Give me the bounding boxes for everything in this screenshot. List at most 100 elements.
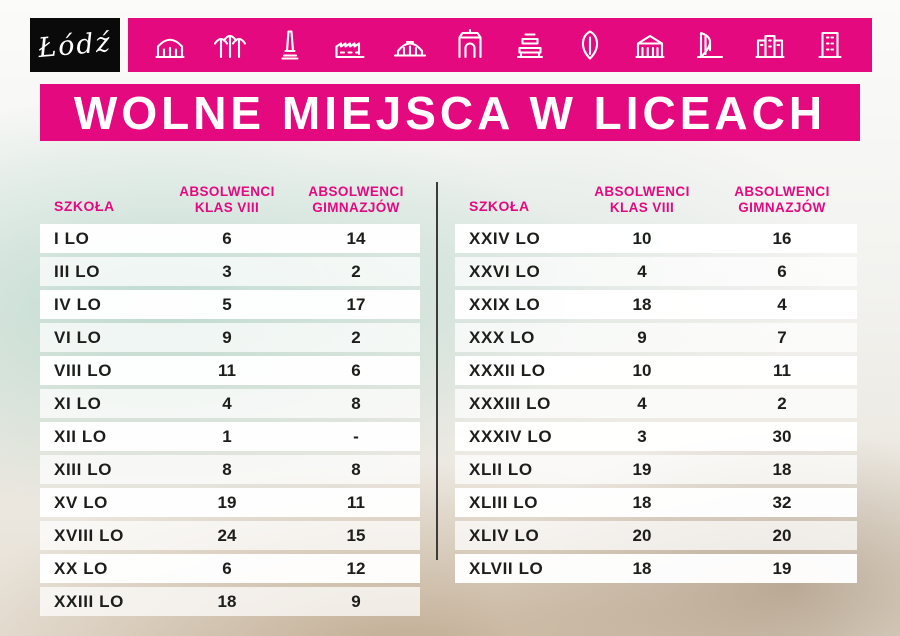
table-row: XVIII LO 24 15 bbox=[40, 521, 420, 550]
seats-value: 24 bbox=[217, 525, 237, 545]
seats-value: 15 bbox=[346, 525, 366, 545]
table-row: I LO 6 14 bbox=[40, 224, 420, 253]
table-row: XLIII LO 18 32 bbox=[455, 488, 857, 517]
seats-value: 3 bbox=[637, 426, 647, 446]
seats-value: 9 bbox=[637, 327, 647, 347]
lodz-logo: Łódź bbox=[30, 18, 120, 72]
column-header-abs-viii: ABSOLWENCI KLAS VIII bbox=[594, 184, 690, 216]
school-name: XXXII LO bbox=[469, 360, 546, 380]
palace-icon bbox=[632, 27, 668, 63]
school-name: XLIV LO bbox=[469, 525, 540, 545]
table-row: XXIII LO 18 9 bbox=[40, 587, 420, 616]
school-name: XXIX LO bbox=[469, 294, 541, 314]
school-name: VI LO bbox=[54, 327, 102, 347]
left-table: SZKOŁA ABSOLWENCI KLAS VIII ABSOLWENCI G… bbox=[40, 170, 420, 616]
table-row: XXIX LO 18 4 bbox=[455, 290, 857, 319]
seats-value: 6 bbox=[222, 558, 232, 578]
seats-value: 14 bbox=[346, 228, 366, 248]
table-row: XLVII LO 18 19 bbox=[455, 554, 857, 583]
school-name: XXXIV LO bbox=[469, 426, 553, 446]
seats-value: 30 bbox=[772, 426, 792, 446]
table-divider bbox=[436, 182, 438, 560]
table-row: XXIV LO 10 16 bbox=[455, 224, 857, 253]
seats-value: 18 bbox=[632, 294, 652, 314]
seats-value: 1 bbox=[222, 426, 232, 446]
leaf-icon bbox=[572, 27, 608, 63]
table-header: SZKOŁA ABSOLWENCI KLAS VIII ABSOLWENCI G… bbox=[455, 170, 857, 218]
column-header-abs-viii: ABSOLWENCI KLAS VIII bbox=[179, 184, 275, 216]
table-row: XXXIV LO 3 30 bbox=[455, 422, 857, 451]
school-name: XV LO bbox=[54, 492, 109, 512]
landmark-icon-bar bbox=[128, 18, 872, 72]
seats-value: 11 bbox=[218, 360, 236, 380]
school-name: XXVI LO bbox=[469, 261, 541, 281]
seats-value: 20 bbox=[632, 525, 652, 545]
monument-icon bbox=[272, 27, 308, 63]
seats-value: 19 bbox=[772, 558, 792, 578]
table-body: I LO 6 14 III LO 3 2 IV LO 5 17 VI LO 9 2 VIII LO 11 6… bbox=[40, 224, 420, 616]
factory-icon bbox=[332, 27, 368, 63]
table-row: XXVI LO 4 6 bbox=[455, 257, 857, 286]
seats-value: 11 bbox=[347, 492, 365, 512]
lodz-logo-text: Łódź bbox=[36, 26, 114, 64]
title-banner: WOLNE MIEJSCA W LICEACH bbox=[40, 84, 860, 141]
seats-value: - bbox=[353, 426, 359, 446]
school-name: XVIII LO bbox=[54, 525, 124, 545]
seats-value: 8 bbox=[351, 393, 361, 413]
seats-value: 5 bbox=[222, 294, 232, 314]
right-table: SZKOŁA ABSOLWENCI KLAS VIII ABSOLWENCI G… bbox=[455, 170, 857, 583]
table-header: SZKOŁA ABSOLWENCI KLAS VIII ABSOLWENCI G… bbox=[40, 170, 420, 218]
office-building-icon bbox=[812, 27, 848, 63]
seats-value: 9 bbox=[222, 327, 232, 347]
table-row: XXXIII LO 4 2 bbox=[455, 389, 857, 418]
school-name: XXX LO bbox=[469, 327, 535, 347]
seats-value: 16 bbox=[772, 228, 792, 248]
seats-value: 9 bbox=[351, 591, 361, 611]
seats-value: 18 bbox=[632, 492, 652, 512]
seats-value: 4 bbox=[637, 393, 647, 413]
arena-icon bbox=[392, 27, 428, 63]
school-name: XIII LO bbox=[54, 459, 113, 479]
seats-value: 18 bbox=[772, 459, 792, 479]
table-body: XXIV LO 10 16 XXVI LO 4 6 XXIX LO 18 4 XXX LO 9 7 XX… bbox=[455, 224, 857, 583]
table-row: XIII LO 8 8 bbox=[40, 455, 420, 484]
seats-value: 10 bbox=[632, 228, 652, 248]
seats-value: 6 bbox=[351, 360, 361, 380]
seats-value: 12 bbox=[346, 558, 366, 578]
school-name: XI LO bbox=[54, 393, 102, 413]
school-name: IV LO bbox=[54, 294, 102, 314]
seats-value: 4 bbox=[222, 393, 232, 413]
seats-value: 4 bbox=[777, 294, 787, 314]
seats-value: 2 bbox=[351, 327, 361, 347]
table-row: XX LO 6 12 bbox=[40, 554, 420, 583]
column-header-school: SZKOŁA bbox=[469, 198, 530, 214]
school-name: XXIII LO bbox=[54, 591, 124, 611]
seats-value: 2 bbox=[777, 393, 787, 413]
seats-value: 18 bbox=[632, 558, 652, 578]
school-name: XX LO bbox=[54, 558, 109, 578]
library-icon bbox=[512, 27, 548, 63]
seats-value: 20 bbox=[772, 525, 792, 545]
table-row: VIII LO 11 6 bbox=[40, 356, 420, 385]
school-name: XXXIII LO bbox=[469, 393, 551, 413]
column-header-abs-gim: ABSOLWENCI GIMNAZJÓW bbox=[734, 184, 830, 216]
column-header-abs-gim: ABSOLWENCI GIMNAZJÓW bbox=[308, 184, 404, 216]
school-name: XLII LO bbox=[469, 459, 533, 479]
seats-value: 2 bbox=[351, 261, 361, 281]
townhouses-icon bbox=[752, 27, 788, 63]
table-row: XV LO 19 11 bbox=[40, 488, 420, 517]
table-row: XLII LO 19 18 bbox=[455, 455, 857, 484]
school-name: XLIII LO bbox=[469, 492, 539, 512]
seats-value: 11 bbox=[773, 360, 791, 380]
station-canopy-icon bbox=[212, 27, 248, 63]
school-name: XXIV LO bbox=[469, 228, 541, 248]
school-name: XII LO bbox=[54, 426, 107, 446]
seats-value: 8 bbox=[351, 459, 361, 479]
table-row: XXX LO 9 7 bbox=[455, 323, 857, 352]
seats-value: 7 bbox=[777, 327, 787, 347]
school-name: XLVII LO bbox=[469, 558, 544, 578]
seats-value: 19 bbox=[632, 459, 652, 479]
seats-value: 18 bbox=[217, 591, 237, 611]
seats-value: 8 bbox=[222, 459, 232, 479]
column-header-school: SZKOŁA bbox=[54, 198, 115, 214]
